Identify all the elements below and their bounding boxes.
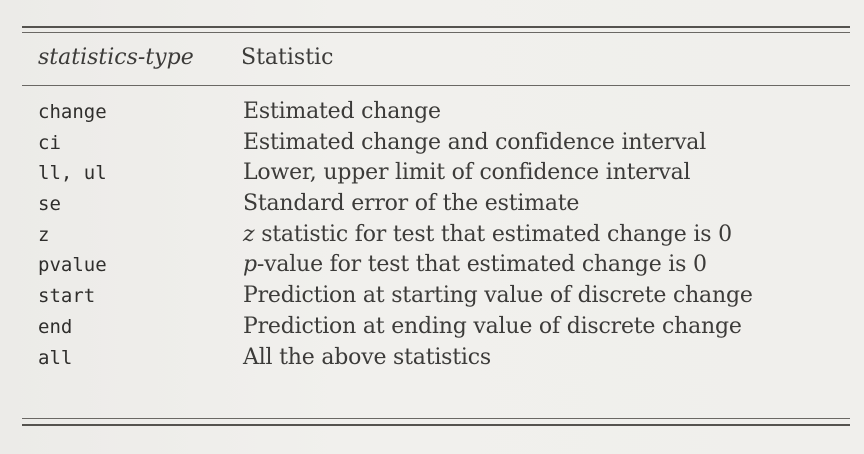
statistic-code: start (38, 285, 96, 308)
table-row: se Standard error of the estimate (0, 190, 864, 221)
statistic-code: change (38, 101, 107, 123)
statistic-description-text: statistic for test that estimated change… (254, 221, 732, 247)
header-rule (22, 85, 850, 86)
table-row: end Prediction at ending value of discre… (0, 313, 864, 344)
top-rule-outer (22, 26, 850, 28)
statistic-code: ci (38, 131, 61, 154)
statistic-description-text: Lower, upper limit of confidence interva… (243, 160, 691, 186)
table-row: pvalue p-value for test that estimated c… (0, 251, 864, 282)
table-header: statistics-type Statistic (0, 40, 864, 76)
statistic-code: ll, ul (38, 162, 107, 185)
statistic-code: end (38, 315, 73, 338)
table-row: ci Estimated change and confidence inter… (0, 129, 864, 160)
statistic-description: p-value for test that estimated change i… (243, 251, 707, 279)
statistic-description-text: Estimated change and confidence interval (243, 129, 707, 155)
bottom-rule-outer (22, 424, 850, 426)
top-rule-inner (22, 32, 850, 33)
table-row: start Prediction at starting value of di… (0, 282, 864, 313)
statistic-description: Prediction at ending value of discrete c… (243, 313, 742, 341)
statistic-description: z statistic for test that estimated chan… (243, 221, 732, 249)
table-row: change Estimated change (0, 98, 864, 129)
statistic-description-text: All the above statistics (243, 344, 491, 370)
statistic-code: pvalue (38, 254, 107, 277)
table-body: change Estimated change ci Estimated cha… (0, 98, 864, 374)
statistic-code: z (38, 223, 50, 246)
statistic-description: All the above statistics (243, 344, 491, 372)
statistic-description: Estimated change (243, 98, 441, 126)
statistic-code: se (38, 193, 61, 216)
statistic-code: all (38, 346, 73, 369)
statistic-math-symbol: z (243, 221, 255, 247)
statistic-description-text: Standard error of the estimate (243, 191, 580, 217)
statistic-description: Estimated change and confidence interval (243, 129, 706, 157)
statistic-description: Standard error of the estimate (243, 190, 579, 218)
table-row: all All the above statistics (0, 344, 864, 375)
statistic-description-text: Prediction at ending value of discrete c… (243, 313, 742, 339)
statistic-description: Lower, upper limit of confidence interva… (243, 159, 691, 187)
header-statistics-type: statistics-type (38, 45, 194, 70)
statistic-description: Prediction at starting value of discrete… (243, 282, 753, 310)
statistic-description-text: -value for test that estimated change is… (256, 252, 707, 278)
table-row: ll, ul Lower, upper limit of confidence … (0, 159, 864, 190)
statistic-description-text: Estimated change (243, 99, 441, 124)
table-row: z z statistic for test that estimated ch… (0, 221, 864, 252)
header-statistic: Statistic (241, 45, 334, 70)
statistic-math-symbol: p (243, 252, 257, 278)
bottom-rule-inner (22, 418, 850, 419)
statistic-description-text: Prediction at starting value of discrete… (243, 283, 753, 309)
